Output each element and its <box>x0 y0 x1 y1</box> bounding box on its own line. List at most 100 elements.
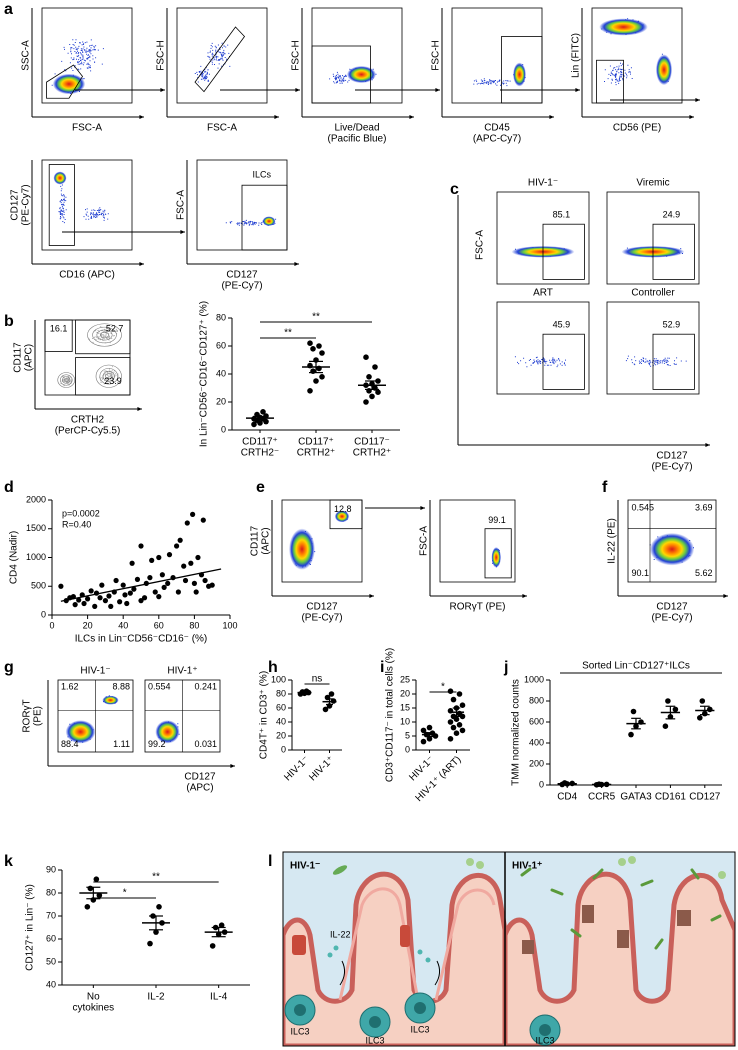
illustration-frame <box>282 851 736 1047</box>
data-point <box>182 577 189 584</box>
x-tick-label: IL-4 <box>210 992 228 1003</box>
y-axis-label: SSC-A <box>21 40 32 71</box>
data-point <box>92 603 98 609</box>
x-tick-label: 80 <box>189 620 199 630</box>
gate-label: 90.1 <box>632 568 650 578</box>
arrow-head <box>435 88 440 92</box>
panel-letter: e <box>256 479 265 496</box>
plot-title: HIV-1⁻ <box>528 178 558 189</box>
gate <box>652 223 695 280</box>
contour <box>96 329 113 341</box>
y-tick-label: 50 <box>46 956 56 966</box>
contour <box>92 326 117 344</box>
data-point <box>108 603 114 609</box>
data-point <box>707 706 713 713</box>
cell-label: ILC3 <box>410 1024 429 1034</box>
data-point <box>251 421 257 428</box>
y-tick-label: 90 <box>46 864 56 874</box>
significance-label: ** <box>312 312 320 323</box>
data-point <box>447 736 454 742</box>
gate <box>48 164 75 246</box>
gate-label: 0.554 <box>148 682 171 692</box>
x-tick-label: HIV-1⁻ <box>282 754 311 783</box>
data-point <box>102 598 108 604</box>
y-axis-label: CD4T⁺ in CD3⁺ (%) <box>259 671 270 759</box>
x-tick-label: CRTH2⁻ <box>241 448 279 459</box>
arrow-head <box>139 262 144 266</box>
y-axis-label: FSC-A <box>176 190 187 220</box>
arrow-head <box>575 88 580 92</box>
data-point <box>260 409 266 415</box>
data-point <box>113 577 119 584</box>
data-point <box>630 708 637 715</box>
y-axis-label: IL-22 (PE) <box>607 518 618 564</box>
arrow-head <box>705 443 710 447</box>
data-point <box>363 399 369 405</box>
y-tick-label: 10 <box>400 716 410 726</box>
gate <box>311 45 371 104</box>
cell-label: ILC3 <box>365 1035 384 1045</box>
panel-letter: h <box>268 659 278 676</box>
contour <box>99 368 118 385</box>
x-tick-label: CD4 <box>557 792 577 803</box>
data-point <box>188 560 194 566</box>
significance-label: ** <box>284 328 292 339</box>
density <box>262 216 276 227</box>
plot-title: Viremic <box>636 178 669 189</box>
arrow-head <box>522 594 527 598</box>
arrow-head <box>420 506 425 510</box>
data-point <box>152 589 158 595</box>
y-axis-label: CD3⁺CD117⁻ in total cells (%) <box>385 648 396 782</box>
data-point <box>200 517 206 523</box>
x-axis-label: CD127 <box>306 602 338 613</box>
gate-label: 88.4 <box>61 739 79 749</box>
gate <box>501 36 543 104</box>
data-point <box>319 350 325 356</box>
y-axis-label: (PE-Cy7) <box>21 184 32 225</box>
contour <box>59 374 73 386</box>
data-point <box>129 560 135 566</box>
x-axis-label: (PE-Cy7) <box>301 613 342 624</box>
contour <box>87 323 122 347</box>
density <box>53 171 67 185</box>
y-tick-label: 400 <box>529 737 544 747</box>
gate <box>484 528 512 579</box>
data-point <box>85 596 91 602</box>
data-point <box>181 563 187 569</box>
condition-label: HIV-1⁺ <box>512 861 542 872</box>
y-axis-label: (APC) <box>261 527 272 554</box>
x-tick-label: 20 <box>83 620 93 630</box>
panel-letter: b <box>4 313 14 330</box>
y-tick-label: 20 <box>276 730 286 740</box>
fit-line <box>60 568 222 602</box>
arrow-head <box>274 115 279 119</box>
arrow-head <box>409 115 414 119</box>
x-tick-label: 0 <box>49 620 54 630</box>
data-point <box>122 592 128 598</box>
density <box>649 532 695 566</box>
condition-label: HIV-1⁻ <box>290 861 320 872</box>
y-tick-label: 1500 <box>26 523 46 533</box>
panel-letter: d <box>4 479 14 496</box>
y-axis-label: (PE) <box>33 706 44 726</box>
significance-label: ** <box>152 872 160 883</box>
gate-label: 1.11 <box>113 739 130 749</box>
x-tick-label: CRTH2⁺ <box>297 448 335 459</box>
data-point <box>156 554 162 561</box>
data-point <box>124 600 130 607</box>
data-point <box>134 576 141 582</box>
gate <box>44 319 73 352</box>
data-point <box>459 727 466 734</box>
gate-label: 16.1 <box>50 323 68 333</box>
tissue-left <box>283 858 508 1046</box>
gate-label: 45.9 <box>553 319 571 329</box>
contour <box>105 373 113 380</box>
data-point <box>456 722 463 728</box>
x-tick-label: HIV-1⁺ <box>307 754 336 783</box>
y-tick-label: 80 <box>216 312 226 322</box>
x-axis-label: CD127 <box>184 772 216 783</box>
panel-letter: g <box>4 659 14 676</box>
data-point <box>366 374 372 380</box>
gate <box>542 333 585 390</box>
gate-label: 24.9 <box>663 209 681 219</box>
